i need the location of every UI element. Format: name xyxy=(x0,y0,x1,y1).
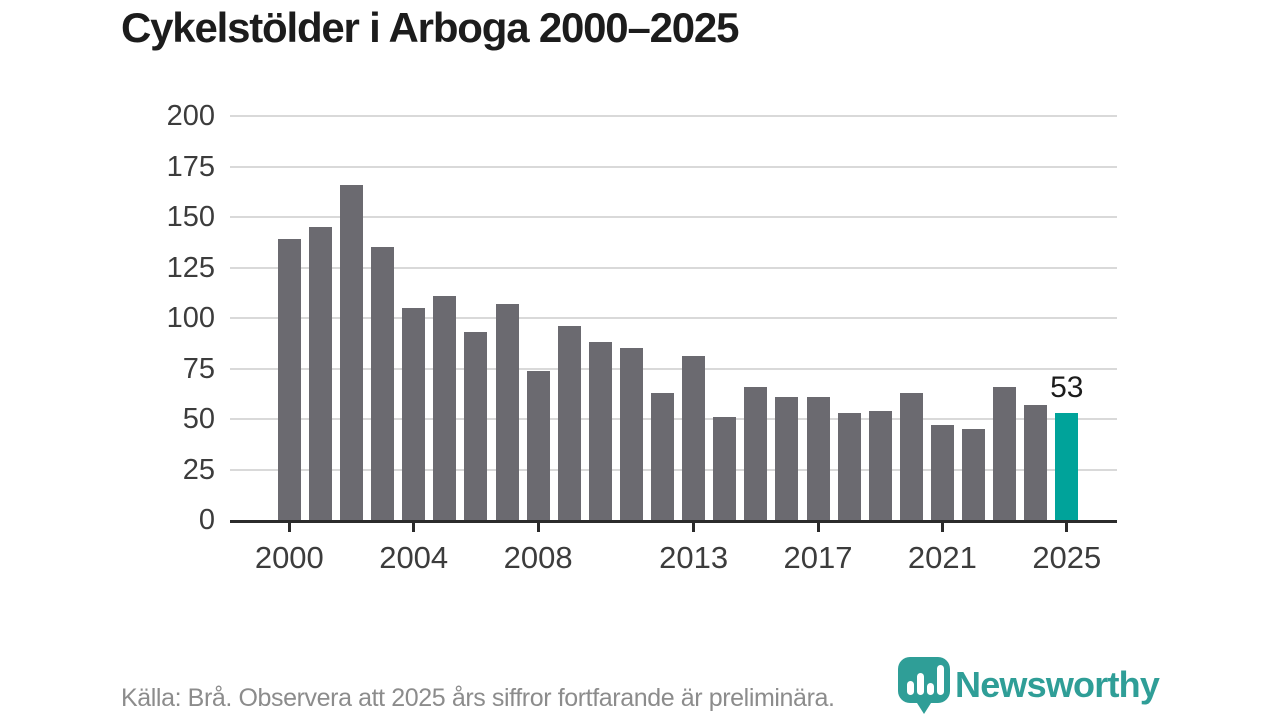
bar-2016 xyxy=(775,396,799,520)
x-axis-label-2004: 2004 xyxy=(379,540,449,575)
chart-title: Cykelstölder i Arboga 2000–2025 xyxy=(121,4,739,51)
x-axis-label-2021: 2021 xyxy=(907,540,977,575)
y-axis-label-0: 0 xyxy=(198,504,215,536)
bar-2017 xyxy=(806,396,830,520)
gridline-125 xyxy=(230,266,1117,269)
y-axis-label-50: 50 xyxy=(182,403,215,435)
bar-2006 xyxy=(464,332,488,520)
bar-2012 xyxy=(651,392,674,520)
bar-2021 xyxy=(930,425,954,520)
bar-2019 xyxy=(868,410,892,520)
bar-2015 xyxy=(744,386,768,520)
x-axis-label-2017: 2017 xyxy=(783,540,853,575)
y-axis-label-25: 25 xyxy=(182,453,215,486)
gridline-175 xyxy=(230,165,1117,168)
newsworthy-barchart-pin-icon xyxy=(898,657,950,714)
gridline-100 xyxy=(230,317,1117,319)
x-tick-2004 xyxy=(412,520,416,532)
bar-2018 xyxy=(837,412,861,520)
y-axis-label-100: 100 xyxy=(166,302,215,334)
y-axis-label-125: 125 xyxy=(166,251,215,284)
x-axis-label-2000: 2000 xyxy=(254,540,324,575)
bar-2013 xyxy=(682,356,706,520)
x-tick-2017 xyxy=(816,520,820,532)
gridline-75 xyxy=(230,367,1117,370)
y-axis-label-200: 200 xyxy=(166,100,215,132)
bar-2024 xyxy=(1024,404,1048,520)
bar-2000 xyxy=(277,239,301,520)
plot-area: 53 0 25 50 75 100 125 150 175 200 2000 2004 2008 201… xyxy=(167,100,1117,575)
gridline-150 xyxy=(230,216,1117,218)
bar-2007 xyxy=(495,303,519,520)
x-axis-label-2008: 2008 xyxy=(503,540,573,575)
gridline-200 xyxy=(230,115,1117,117)
bar-2004 xyxy=(402,307,426,520)
x-axis-label-2025: 2025 xyxy=(1032,540,1102,575)
y-axis-label-150: 150 xyxy=(166,201,215,233)
highlight-value-label: 53 xyxy=(1050,370,1084,404)
y-axis-label-75: 75 xyxy=(182,352,215,385)
newsworthy-logo: Newsworthy xyxy=(897,656,1160,716)
x-tick-2013 xyxy=(692,520,696,532)
bar-2025 xyxy=(1055,412,1079,520)
x-tick-2021 xyxy=(940,520,944,532)
x-tick-2000 xyxy=(287,520,291,532)
bar-2001 xyxy=(308,227,332,520)
bar-2020 xyxy=(899,392,923,520)
bar-2023 xyxy=(993,386,1017,520)
x-axis-label-2013: 2013 xyxy=(659,540,729,575)
y-axis-label-175: 175 xyxy=(166,150,215,183)
bar-2011 xyxy=(619,348,643,520)
x-tick-2025 xyxy=(1065,520,1069,532)
bar-2022 xyxy=(962,429,985,520)
newsworthy-wordmark: Newsworthy xyxy=(955,664,1160,705)
bar-2005 xyxy=(433,295,457,520)
bar-2010 xyxy=(588,342,612,520)
bar-2002 xyxy=(340,184,363,520)
x-tick-2008 xyxy=(536,520,540,532)
bar-2014 xyxy=(713,416,737,520)
bar-2003 xyxy=(371,247,395,520)
bar-2008 xyxy=(526,370,550,520)
source-note: Källa: Brå. Observera att 2025 års siffr… xyxy=(121,684,835,712)
x-axis-line xyxy=(230,520,1117,523)
bar-2009 xyxy=(557,326,581,520)
